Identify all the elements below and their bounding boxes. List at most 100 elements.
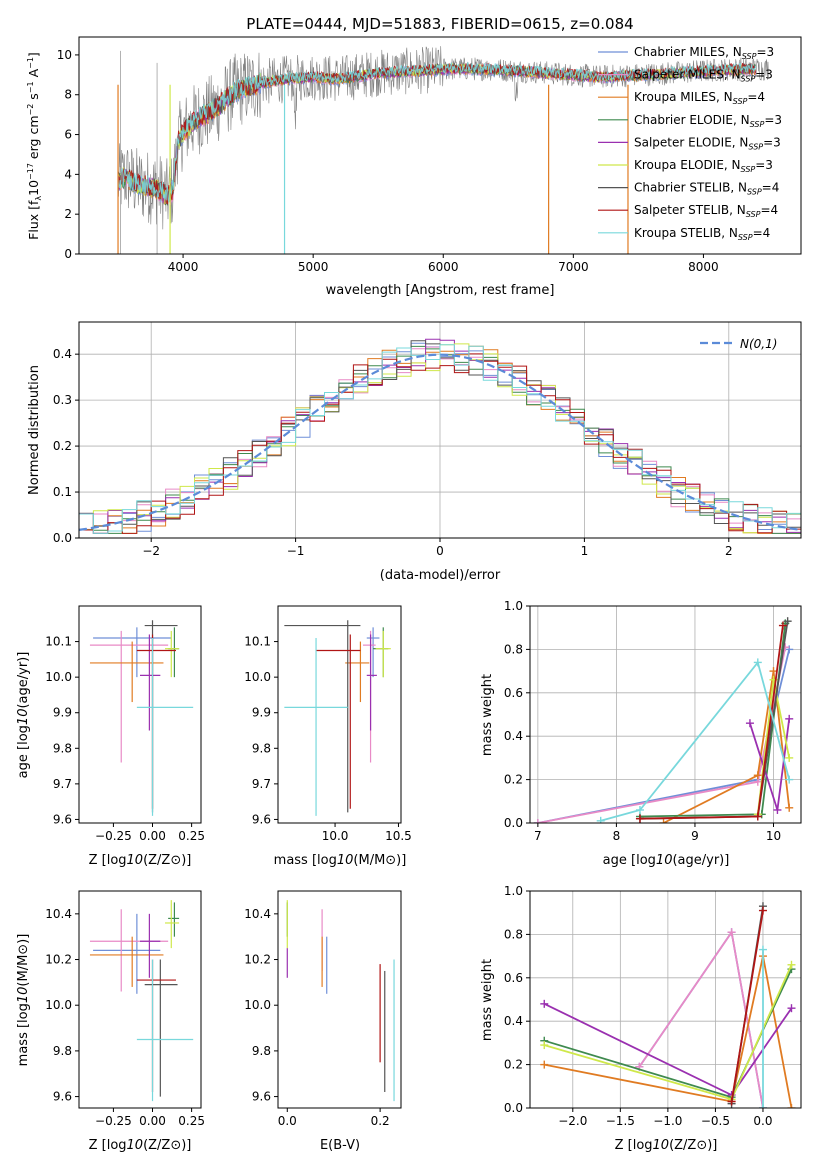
y-tick-label: 0.1 [53,485,72,499]
spectrum-lines [117,46,769,254]
legend-label: Salpeter MILES, NSSP=3 [634,68,773,84]
x-tick-label: −2.0 [558,1114,587,1128]
legend-label: Kroupa MILES, NSSP=4 [634,90,765,106]
x-tick-label: −0.25 [95,1114,132,1128]
y-axis-label: mass weight [480,674,495,756]
weight-lines [533,617,794,823]
x-tick-label: −1.0 [653,1114,682,1128]
histogram-step [79,338,801,534]
histogram-step [79,343,801,534]
y-tick-label: 0.8 [504,927,523,941]
y-axis-label: mass weight [480,959,495,1041]
x-tick-label: 10 [766,829,781,843]
y-tick-label: 10.1 [244,635,271,649]
x-tick-label: 10.0 [322,829,349,843]
x-tick-label: 4000 [168,260,199,274]
y-tick-label: 10 [57,48,72,62]
y-tick-label: 1.0 [504,884,523,898]
y-tick-label: 0.2 [53,439,72,453]
legend-label: Salpeter ELODIE, NSSP=3 [634,135,781,151]
weight-line [600,660,791,822]
x-tick-label: 0 [436,544,444,558]
x-tick-label: 0.00 [139,829,166,843]
axes-frame [78,605,202,824]
legend-label: Kroupa ELODIE, NSSP=3 [634,158,773,174]
y-tick-label: 9.9 [53,706,72,720]
x-tick-label: 1 [581,544,589,558]
y-tick-label: 0.8 [504,642,523,656]
x-tick-label: 9 [691,829,699,843]
weight-line [544,955,793,1108]
x-axis-label: Z [log10(Z/Z⊙)] [615,1138,718,1153]
y-tick-label: 10.2 [244,953,271,967]
gaussian-curve [79,353,801,531]
legend-label: N(0,1) [740,337,777,351]
y-tick-label: 10.0 [244,998,271,1012]
error-bars [284,620,391,816]
error-bars [286,900,395,1102]
y-tick-label: 9.6 [252,812,271,826]
x-tick-label: 0.25 [178,829,205,843]
y-tick-label: 8 [64,88,72,102]
y-tick-label: 0.6 [504,686,523,700]
y-tick-label: 9.8 [252,1044,271,1058]
histogram [79,338,801,534]
y-tick-label: 2 [64,207,72,221]
y-tick-label: 10.1 [45,635,72,649]
y-tick-label: 0.0 [504,816,523,830]
x-axis-label: age [log10(age/yr)] [603,853,730,868]
y-tick-label: 0.3 [53,393,72,407]
y-tick-label: 9.6 [252,1090,271,1104]
y-tick-label: 0.4 [53,347,72,361]
y-tick-label: 10.0 [244,670,271,684]
x-tick-label: 8000 [688,260,719,274]
legend-label: Chabrier MILES, NSSP=3 [634,45,774,61]
figure-title: PLATE=0444, MJD=51883, FIBERID=0615, z=0… [246,15,633,33]
y-tick-label: 0.2 [504,1058,523,1072]
axes-frame [78,890,202,1109]
y-tick-label: 9.8 [252,741,271,755]
y-tick-label: 9.8 [53,741,72,755]
weight-lines [540,902,796,1108]
y-tick-label: 0.0 [53,531,72,545]
x-axis-label: mass [log10(M/M⊙)] [274,853,407,868]
x-tick-label: 10.5 [385,829,412,843]
y-tick-label: 9.8 [53,1044,72,1058]
x-axis-label: wavelength [Angstrom, rest frame] [326,283,555,298]
y-tick-label: 6 [64,128,72,142]
x-axis-label: Z [log10(Z/Z⊙)] [89,853,192,868]
y-axis-label: age [log10(age/yr)] [16,652,31,779]
error-bars [89,900,194,1102]
y-tick-label: 9.7 [53,777,72,791]
y-tick-label: 10.4 [244,907,271,921]
y-tick-label: 0.6 [504,971,523,985]
x-tick-label: 0.0 [753,1114,772,1128]
y-tick-label: 10.4 [45,907,72,921]
y-tick-label: 10.2 [45,953,72,967]
legend-label: Salpeter STELIB, NSSP=4 [634,203,778,219]
histogram-step [79,344,801,534]
axes-frame [277,890,402,1109]
weight-line [730,910,764,1102]
x-tick-label: −1.5 [606,1114,635,1128]
x-tick-label: −2 [142,544,160,558]
model-spectrum-line [117,61,756,203]
y-tick-label: 9.9 [252,706,271,720]
axes-frame [78,321,802,539]
legend-label: Chabrier ELODIE, NSSP=3 [634,113,782,129]
x-tick-label: 5000 [298,260,329,274]
x-tick-label: −1 [287,544,305,558]
y-tick-label: 0 [64,247,72,261]
y-tick-label: 9.7 [252,777,271,791]
x-tick-label: 7 [534,829,542,843]
y-tick-label: 9.6 [53,812,72,826]
x-tick-label: 8 [613,829,621,843]
y-tick-label: 9.6 [53,1090,72,1104]
x-tick-label: 0.0 [278,1114,297,1128]
x-tick-label: 2 [725,544,733,558]
y-tick-label: 0.0 [504,1101,523,1115]
axes-frame [529,890,802,1109]
x-tick-label: 6000 [428,260,459,274]
x-tick-label: 0.25 [178,1114,205,1128]
